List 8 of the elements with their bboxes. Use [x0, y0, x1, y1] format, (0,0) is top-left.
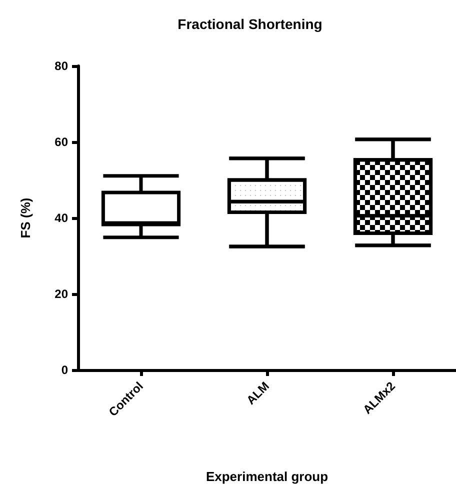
y-tick-label: 60: [54, 135, 68, 149]
y-tick-label: 20: [54, 287, 68, 301]
y-tick-label: 80: [54, 59, 68, 73]
chart-title: Fractional Shortening: [178, 16, 322, 32]
y-tick-label: 40: [54, 211, 68, 225]
y-axis-title: FS (%): [18, 198, 33, 238]
y-tick-label: 0: [61, 363, 68, 377]
x-axis-title: Experimental group: [206, 469, 328, 484]
